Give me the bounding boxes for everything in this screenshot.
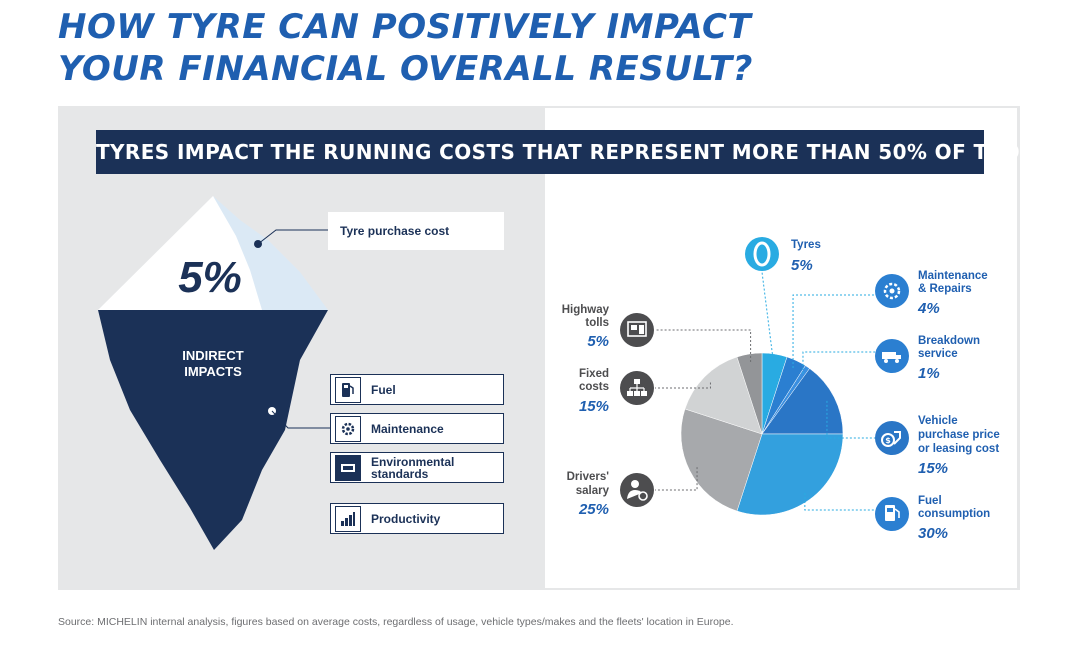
title-line-1: HOW TYRE CAN POSITIVELY IMPACT	[58, 7, 752, 47]
pie-leader-lines	[655, 271, 875, 511]
value-drivers: 25%	[578, 501, 609, 518]
label-drivers-2: salary	[576, 485, 610, 497]
label-tyres: Tyres	[791, 239, 821, 251]
iceberg-tip-value: 5%	[178, 253, 242, 302]
money-tag-icon: $	[881, 431, 901, 447]
impact-maintenance: Maintenance	[330, 413, 504, 444]
pie-slice-fixed	[684, 356, 763, 435]
highway-icon-circle	[620, 313, 654, 347]
iceberg-body	[98, 310, 328, 550]
indirect-label-1: INDIRECT	[182, 348, 243, 363]
value-breakdown: 1%	[918, 365, 940, 382]
tow-truck-icon	[882, 352, 901, 363]
impacts-callout-line	[271, 410, 330, 429]
pie-slice-fuel	[736, 433, 844, 516]
value-tag-icon	[335, 454, 361, 481]
fuel-pump-icon	[335, 376, 361, 403]
value-vehicle: 15%	[918, 460, 948, 477]
label-fuel-2: consumption	[918, 508, 990, 520]
label-highway-2: tolls	[585, 317, 609, 329]
impact-fuel: Fuel	[330, 374, 504, 405]
value-fuel: 30%	[918, 525, 948, 542]
fixed-icon-circle	[620, 371, 654, 405]
impact-environmental-label: Environmental standards	[371, 456, 454, 480]
iceberg-tip-shade	[213, 196, 328, 310]
label-fuel-1: Fuel	[918, 495, 942, 507]
vehicle-icon-circle: $	[875, 421, 909, 455]
gear-wrench-icon	[335, 415, 361, 442]
source-note: Source: MICHELIN internal analysis, figu…	[58, 616, 734, 628]
maintenance-icon-circle	[875, 274, 909, 308]
tip-callout-line	[257, 229, 328, 245]
label-drivers-1: Drivers'	[567, 471, 610, 483]
tyre-icon	[753, 241, 771, 267]
impact-environmental-line-1: Environmental	[371, 454, 455, 469]
leader-line-tyres	[761, 271, 774, 363]
label-breakdown-1: Breakdown	[918, 335, 980, 347]
driver-icon	[627, 480, 648, 501]
leader-line-vehicle	[826, 400, 875, 439]
fuel-icon-circle	[875, 497, 909, 531]
label-fixed-1: Fixed	[579, 368, 609, 380]
impact-productivity-label: Productivity	[371, 511, 441, 526]
label-breakdown-2: service	[918, 348, 958, 360]
pie-slice-vehicle	[761, 368, 844, 435]
page-title: HOW TYRE CAN POSITIVELY IMPACT YOUR FINA…	[58, 6, 918, 90]
svg-text:$: $	[885, 436, 891, 445]
leader-line-fuel	[804, 492, 875, 511]
breakdown-icon-circle	[875, 339, 909, 373]
pie-slice-highway	[736, 352, 763, 435]
value-fixed: 15%	[579, 398, 609, 415]
value-tyres: 5%	[791, 257, 813, 274]
tyre-purchase-callout: Tyre purchase cost	[328, 212, 504, 250]
label-maintenance-1: Maintenance	[918, 270, 988, 282]
leader-line-maintenance	[792, 294, 875, 369]
label-highway-1: Highway	[562, 304, 610, 316]
org-chart-icon	[627, 379, 647, 396]
leader-line-fixed	[655, 382, 711, 389]
label-vehicle-2: purchase price	[918, 429, 1000, 441]
impact-environmental-line-2: standards	[371, 466, 429, 481]
label-fixed-2: costs	[579, 381, 609, 393]
value-maintenance: 4%	[917, 300, 940, 317]
label-vehicle-3: or leasing cost	[918, 443, 999, 455]
toll-booth-icon	[627, 321, 647, 337]
leader-line-breakdown	[802, 351, 875, 374]
gear-wrench-icon	[883, 282, 901, 300]
pie-slice-drivers	[680, 408, 763, 512]
tyre-purchase-label: Tyre purchase cost	[340, 224, 450, 238]
impact-maintenance-label: Maintenance	[371, 421, 444, 436]
impact-fuel-label: Fuel	[371, 382, 396, 397]
bar-chart-icon	[335, 505, 361, 532]
pie-chart	[680, 352, 844, 516]
value-highway: 5%	[587, 333, 609, 350]
impact-productivity: Productivity	[330, 503, 504, 534]
tyres-icon-circle	[745, 237, 779, 271]
title-line-2: YOUR FINANCIAL OVERALL RESULT?	[58, 49, 753, 89]
drivers-icon-circle	[620, 473, 654, 507]
label-maintenance-2: & Repairs	[918, 283, 972, 295]
tco-banner: TYRES IMPACT THE RUNNING COSTS THAT REPR…	[96, 130, 1020, 174]
label-vehicle-1: Vehicle	[918, 415, 958, 427]
fuel-pump-icon	[885, 505, 900, 521]
indirect-label-2: IMPACTS	[184, 364, 242, 379]
impact-environmental: Environmental standards	[330, 452, 504, 483]
